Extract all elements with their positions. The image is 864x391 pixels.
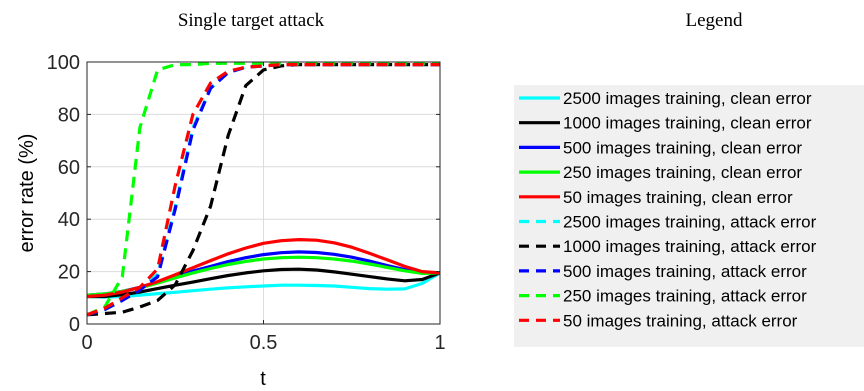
legend-label: 500 images training, clean error: [563, 138, 802, 157]
legend-entry: 2500 images training, clean error: [519, 89, 812, 108]
legend-entry: 1000 images training, clean error: [519, 114, 812, 133]
legend-label: 2500 images training, clean error: [563, 89, 812, 108]
y-tick-label: 20: [58, 262, 80, 284]
legend-entry: 500 images training, attack error: [519, 262, 807, 281]
legend-entry: 2500 images training, attack error: [519, 213, 817, 232]
legend: 2500 images training, clean error 1000 im…: [514, 85, 864, 347]
series-line-1000-images-training-clean-error: [87, 267, 441, 299]
y-tick-label: 100: [47, 52, 80, 74]
plot-area: 0 20 40 60 80 100 0 0.5 1: [47, 52, 446, 354]
series-line-50-images-training-clean-error: [86, 238, 441, 299]
legend-entry: 50 images training, attack error: [519, 311, 798, 330]
series-layer: [86, 61, 441, 317]
legend-label: 1000 images training, attack error: [563, 237, 817, 256]
legend-entry: 250 images training, clean error: [519, 163, 802, 182]
legend-label: 500 images training, attack error: [563, 262, 807, 281]
legend-entry: 500 images training, clean error: [519, 138, 802, 157]
series-line-2500-images-training-clean-error: [86, 271, 441, 299]
x-tick-label: 0.5: [250, 332, 278, 354]
legend-entry: 50 images training, clean error: [519, 188, 793, 207]
legend-label: 250 images training, clean error: [563, 163, 802, 182]
y-axis-label: error rate (%): [16, 134, 38, 253]
x-tick-label: 0: [81, 332, 92, 354]
chart-title: Single target attack: [178, 10, 325, 31]
y-tick-label: 60: [58, 157, 80, 179]
legend-box: [514, 85, 864, 347]
y-tick-label: 80: [58, 104, 80, 126]
x-axis-label: t: [260, 368, 266, 390]
legend-entry: 1000 images training, attack error: [519, 237, 817, 256]
axis-ticks: 0 20 40 60 80 100 0 0.5 1: [47, 52, 446, 354]
legend-label: 1000 images training, clean error: [563, 114, 812, 133]
legend-label: 2500 images training, attack error: [563, 213, 817, 232]
legend-label: 50 images training, clean error: [563, 188, 793, 207]
y-tick-label: 40: [58, 209, 80, 231]
legend-title: Legend: [686, 10, 743, 31]
legend-entry: 250 images training, attack error: [519, 287, 807, 306]
legend-label: 50 images training, attack error: [563, 311, 798, 330]
y-tick-label: 0: [69, 314, 80, 336]
legend-label: 250 images training, attack error: [563, 287, 807, 306]
x-tick-label: 1: [434, 332, 445, 354]
series-line-50-images-training-attack-error: [86, 62, 440, 317]
